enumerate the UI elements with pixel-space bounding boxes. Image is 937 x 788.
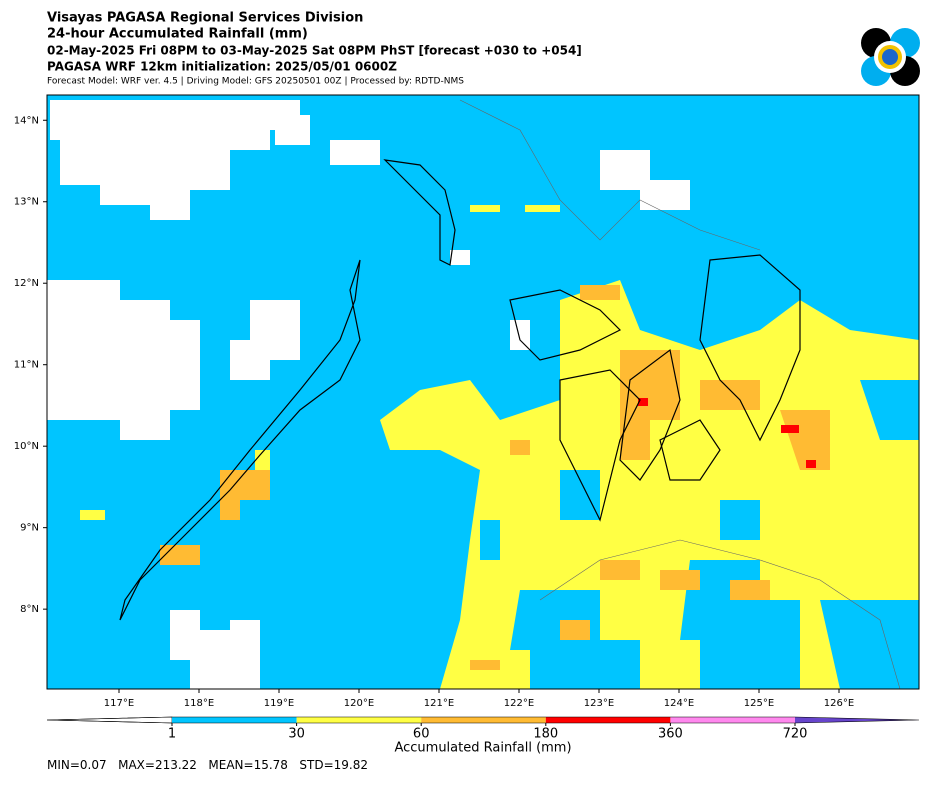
borders [459,99,901,690]
x-tick-label: 124°E [664,698,694,709]
y-tick-label: 8°N [20,604,39,615]
model-line: Forecast Model: WRF ver. 4.5 | Driving M… [47,77,464,87]
colorbar-tick-label: 180 [533,727,558,742]
x-tick-label: 123°E [584,698,614,709]
colorbar-tick-label: 60 [413,727,430,742]
x-tick-label: 117°E [104,698,134,709]
colorbar-tick-label: 720 [783,727,808,742]
y-tick-label: 13°N [14,197,39,208]
map-field [47,95,919,689]
colorbar-over [795,717,919,723]
colorbar-segment [670,717,795,723]
title: Visayas PAGASA Regional Services Divisio… [47,11,363,26]
logo [861,28,920,86]
stat: STD=19.82 [299,758,368,772]
stat: MIN=0.07 [47,758,107,772]
coastline [119,159,801,621]
y-tick-label: 14°N [14,115,39,126]
stat: MAX=213.22 [118,758,197,772]
colorbar-segment [421,717,546,723]
stat: MEAN=15.78 [208,758,288,772]
colorbar-tick-label: 360 [658,727,683,742]
colorbar-segment [545,717,671,723]
colorbar-title: Accumulated Rainfall (mm) [394,741,571,756]
x-tick-label: 126°E [824,698,854,709]
map-frame [46,94,920,690]
y-tick-label: 12°N [14,278,39,289]
subtitle: 02-May-2025 Fri 08PM to 03-May-2025 Sat … [47,44,582,58]
x-tick-label: 121°E [424,698,454,709]
y-tick-label: 11°N [14,360,39,371]
title: 24-hour Accumulated Rainfall (mm) [47,27,308,42]
colorbar-under [46,716,173,724]
x-tick-label: 118°E [184,698,214,709]
x-tick-label: 120°E [344,698,374,709]
stats: MIN=0.07 MAX=213.22 MEAN=15.78 STD=19.82 [47,758,368,772]
x-tick-label: 125°E [744,698,774,709]
colorbar-tick-label: 30 [288,727,305,742]
colorbar-segment [172,717,297,723]
y-tick-label: 10°N [14,441,39,452]
subtitle: PAGASA WRF 12km initialization: 2025/05/… [47,60,397,74]
x-tick-label: 119°E [264,698,294,709]
y-tick-label: 9°N [20,523,39,534]
x-tick-label: 122°E [504,698,534,709]
colorbar-tick-label: 1 [168,727,176,742]
colorbar-segment [296,717,422,723]
